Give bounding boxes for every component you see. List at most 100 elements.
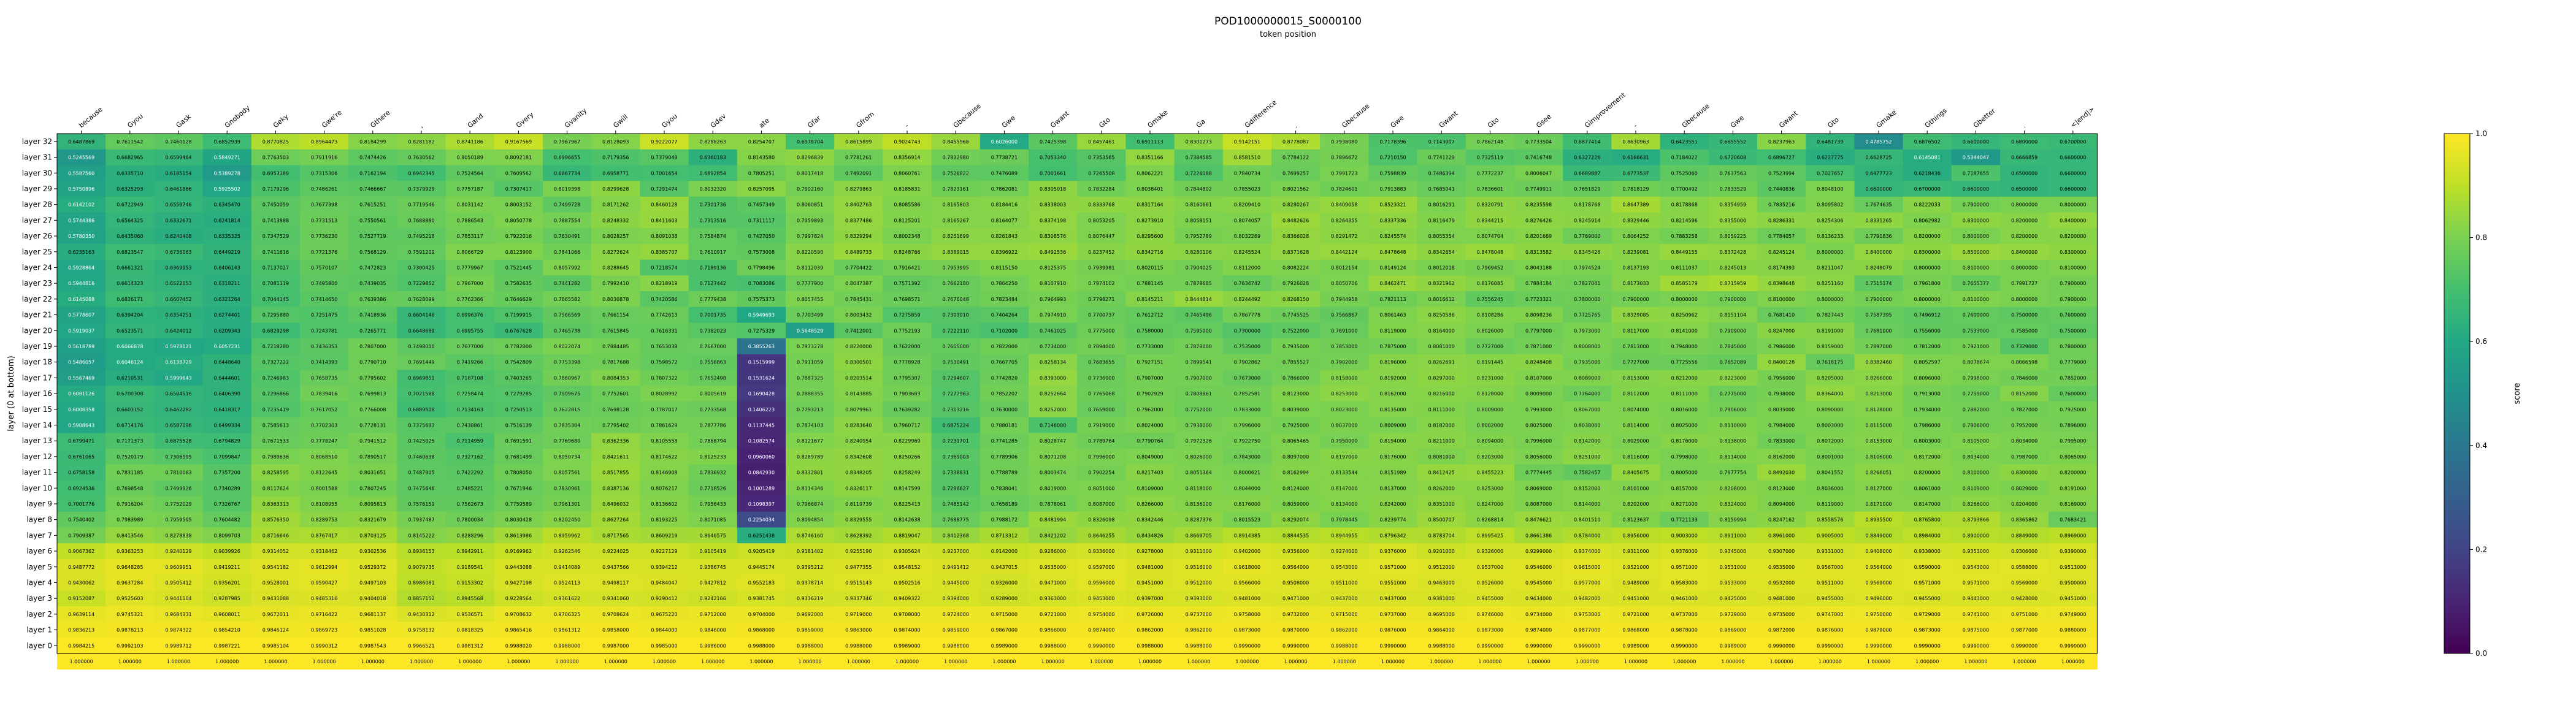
cell-value-label: 0.8074057 <box>1234 218 1260 223</box>
cell-value-label: 0.8248332 <box>602 218 629 223</box>
cell-value-label: 0.8000000 <box>2011 297 2037 302</box>
heatmap-cell <box>2049 181 2098 197</box>
cell-value-label: 0.8157000 <box>1671 485 1698 491</box>
heatmap-cell <box>494 511 543 528</box>
heatmap-cell <box>1417 464 1466 481</box>
heatmap-cell <box>543 243 592 261</box>
heatmap-cell <box>1854 275 1904 292</box>
cell-value-label: 0.6666859 <box>2011 155 2037 161</box>
heatmap-cell <box>154 574 204 591</box>
cell-value-label: 0.7438861 <box>457 422 483 428</box>
cell-value-label: 0.8237452 <box>1088 249 1114 255</box>
cell-value-label: 0.7862148 <box>1477 139 1503 145</box>
heatmap-cell <box>251 275 301 292</box>
cell-value-label: 0.9876000 <box>1379 628 1406 633</box>
heatmap-cell <box>1806 338 1855 355</box>
cell-value-label: 0.8172000 <box>1914 454 1941 460</box>
heatmap-cell <box>397 149 447 166</box>
cell-value-label: 0.9394000 <box>943 596 969 601</box>
cell-value-label: 0.7995000 <box>2060 438 2086 444</box>
heatmap-cell <box>251 259 301 276</box>
heatmap-cell <box>834 511 883 528</box>
cell-value-label: 0.6227775 <box>1817 155 1843 161</box>
cell-value-label: 0.9862000 <box>1137 628 1163 633</box>
cell-value-label: 0.8162994 <box>1282 470 1309 476</box>
cell-value-label: 0.6481739 <box>1817 139 1843 145</box>
cell-value-label: 0.7894000 <box>1088 344 1114 349</box>
cell-value-label: 0.7935000 <box>1574 360 1600 365</box>
cell-value-label: 0.8098236 <box>1525 313 1552 318</box>
heatmap-cell <box>883 259 932 276</box>
cell-value-label: 0.9356000 <box>1282 549 1309 554</box>
heatmap-cell <box>105 134 155 150</box>
heatmap-cell <box>640 306 689 323</box>
cell-value-label: 0.7576159 <box>408 501 434 507</box>
cell-value-label: 0.8185831 <box>894 186 920 192</box>
heatmap-cell <box>1563 338 1612 355</box>
heatmap-cell <box>1708 338 1758 355</box>
heatmap-cell <box>737 259 786 276</box>
cell-value-label: 0.8351166 <box>1137 155 1163 161</box>
heatmap-cell <box>591 511 640 528</box>
cell-value-label: 0.6896727 <box>1768 155 1795 161</box>
heatmap-cell <box>397 259 447 276</box>
heatmap-cell <box>445 149 495 166</box>
cell-value-label: 0.9471000 <box>1282 596 1309 601</box>
cell-value-label: 0.7301736 <box>700 202 726 208</box>
cell-value-label: 0.6145088 <box>68 297 94 302</box>
cell-value-label: 0.7987000 <box>2011 454 2037 460</box>
heatmap-cell <box>202 354 252 370</box>
cell-value-label: 0.8342654 <box>1428 249 1455 255</box>
heatmap-cell <box>1611 590 1661 607</box>
heatmap-cell <box>1077 228 1126 245</box>
cell-value-label: 0.8287376 <box>1186 517 1212 523</box>
colorbar-tick-label: 0.8 <box>2475 234 2487 242</box>
cell-value-label: 0.7222110 <box>943 328 969 333</box>
heatmap-cell <box>1563 464 1612 481</box>
heatmap-cell <box>105 511 155 528</box>
heatmap-cell <box>57 291 106 308</box>
cell-value-label: 0.8261843 <box>991 234 1018 239</box>
cell-value-label: 0.7742820 <box>991 375 1018 381</box>
cell-value-label: 0.8342608 <box>845 454 872 460</box>
heatmap-cell <box>1563 401 1612 418</box>
heatmap-cell <box>1903 511 1952 528</box>
heatmap-cell <box>1125 306 1175 323</box>
cell-value-label: 0.7899541 <box>1186 360 1212 365</box>
heatmap-cell <box>543 338 592 355</box>
heatmap-cell <box>1806 354 1855 370</box>
cell-value-label: 0.7001735 <box>700 313 726 318</box>
cell-value-label: 0.8071085 <box>700 517 726 523</box>
cell-value-label: 0.9990000 <box>2060 643 2086 649</box>
cell-value-label: 0.7808050 <box>505 470 532 476</box>
x-tick-label: because <box>77 105 104 130</box>
cell-value-label: 0.8051364 <box>1186 470 1212 476</box>
cell-value-label: 0.9393000 <box>1186 596 1212 601</box>
cell-value-label: 0.8050189 <box>457 155 483 161</box>
heatmap-cell <box>251 322 301 339</box>
heatmap-cell <box>1563 228 1612 245</box>
heatmap-cell <box>445 370 495 386</box>
cell-value-label: 0.8072000 <box>1817 438 1843 444</box>
cell-value-label: 0.9441104 <box>165 596 191 601</box>
heatmap-cell <box>931 527 981 544</box>
colorbar-tick-label: 1.0 <box>2475 129 2487 138</box>
heatmap-cell <box>591 291 640 308</box>
cell-value-label: 0.7793213 <box>797 407 823 413</box>
cell-value-label: 0.7313516 <box>700 218 726 223</box>
heatmap-cell <box>1320 196 1369 213</box>
heatmap-cell <box>397 322 447 339</box>
cell-value-label: 0.7808861 <box>1186 391 1212 397</box>
y-tick-label: layer 32 <box>22 137 52 146</box>
cell-value-label: 0.7499728 <box>554 202 580 208</box>
cell-value-label: 0.9854210 <box>214 628 240 633</box>
cell-value-label: 0.9525603 <box>117 596 143 601</box>
heatmap-cell <box>591 574 640 591</box>
cell-value-label: 0.8044000 <box>1234 485 1260 491</box>
heatmap-cell <box>494 212 543 229</box>
heatmap-cell <box>57 543 106 560</box>
cell-value-label: 0.8245013 <box>1720 265 1746 270</box>
cell-value-label: 0.8229969 <box>894 438 920 444</box>
cell-value-label: 0.7900000 <box>1963 202 1989 208</box>
heatmap-cell <box>979 574 1029 591</box>
